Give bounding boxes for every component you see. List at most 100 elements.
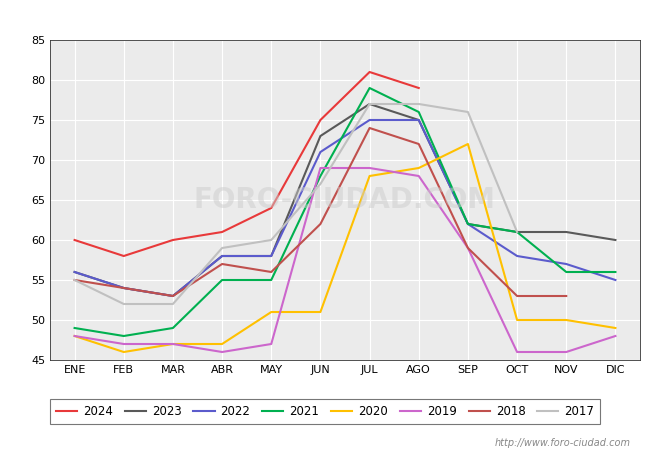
2022 [562,261,570,267]
2024 [169,237,177,243]
Legend: 2024, 2023, 2022, 2021, 2020, 2019, 2018, 2017: 2024, 2023, 2022, 2021, 2020, 2019, 2018… [50,399,600,424]
2023 [317,133,324,139]
2017 [169,302,177,307]
2020 [120,349,127,355]
2019 [612,333,619,339]
Text: Afiliados en Alins a 31/8/2024: Afiliados en Alins a 31/8/2024 [202,11,448,29]
2019 [169,341,177,346]
2022 [612,277,619,283]
2018 [366,125,374,130]
2019 [464,245,472,251]
Line: 2021: 2021 [75,88,616,336]
2024 [317,117,324,123]
2020 [612,325,619,331]
2017 [366,101,374,107]
2020 [317,309,324,315]
2021 [514,230,521,235]
2017 [71,277,79,283]
2021 [317,173,324,179]
2019 [366,165,374,171]
2022 [366,117,374,123]
2024 [71,237,79,243]
2018 [71,277,79,283]
2017 [218,245,226,251]
2023 [120,285,127,291]
2020 [464,141,472,147]
2022 [120,285,127,291]
Text: FORO-CIUDAD.COM: FORO-CIUDAD.COM [194,186,496,214]
2019 [71,333,79,339]
2018 [267,269,275,274]
2022 [317,149,324,155]
2017 [120,302,127,307]
Line: 2023: 2023 [75,104,616,296]
2018 [562,293,570,299]
2023 [218,253,226,259]
2019 [415,173,422,179]
2017 [415,101,422,107]
2017 [514,230,521,235]
2018 [218,261,226,267]
2018 [514,293,521,299]
2023 [415,117,422,123]
2022 [514,253,521,259]
Line: 2019: 2019 [75,168,616,352]
2018 [415,141,422,147]
2022 [169,293,177,299]
Line: 2024: 2024 [75,72,419,256]
2019 [317,165,324,171]
2018 [464,245,472,251]
2019 [120,341,127,346]
2017 [317,181,324,187]
2022 [218,253,226,259]
2021 [169,325,177,331]
Line: 2018: 2018 [75,128,566,296]
2020 [415,165,422,171]
Line: 2022: 2022 [75,120,616,296]
2020 [169,341,177,346]
2018 [169,293,177,299]
2017 [464,109,472,115]
2023 [464,221,472,227]
Text: http://www.foro-ciudad.com: http://www.foro-ciudad.com [495,438,630,448]
Line: 2017: 2017 [75,104,517,304]
2020 [218,341,226,346]
2021 [71,325,79,331]
2020 [514,317,521,323]
2018 [120,285,127,291]
2021 [218,277,226,283]
2024 [120,253,127,259]
2020 [71,333,79,339]
2021 [415,109,422,115]
2023 [612,237,619,243]
2024 [267,205,275,211]
2021 [464,221,472,227]
2024 [415,86,422,91]
2020 [366,173,374,179]
2023 [366,101,374,107]
2020 [562,317,570,323]
2021 [120,333,127,339]
2019 [218,349,226,355]
2019 [562,349,570,355]
2019 [267,341,275,346]
2017 [267,237,275,243]
2023 [514,230,521,235]
2023 [562,230,570,235]
2020 [267,309,275,315]
2019 [514,349,521,355]
2021 [267,277,275,283]
2021 [562,269,570,274]
2021 [366,86,374,91]
2023 [169,293,177,299]
2024 [366,69,374,75]
2023 [267,253,275,259]
2021 [612,269,619,274]
2023 [71,269,79,274]
2022 [464,221,472,227]
2024 [218,230,226,235]
2022 [415,117,422,123]
Line: 2020: 2020 [75,144,616,352]
2022 [267,253,275,259]
2018 [317,221,324,227]
